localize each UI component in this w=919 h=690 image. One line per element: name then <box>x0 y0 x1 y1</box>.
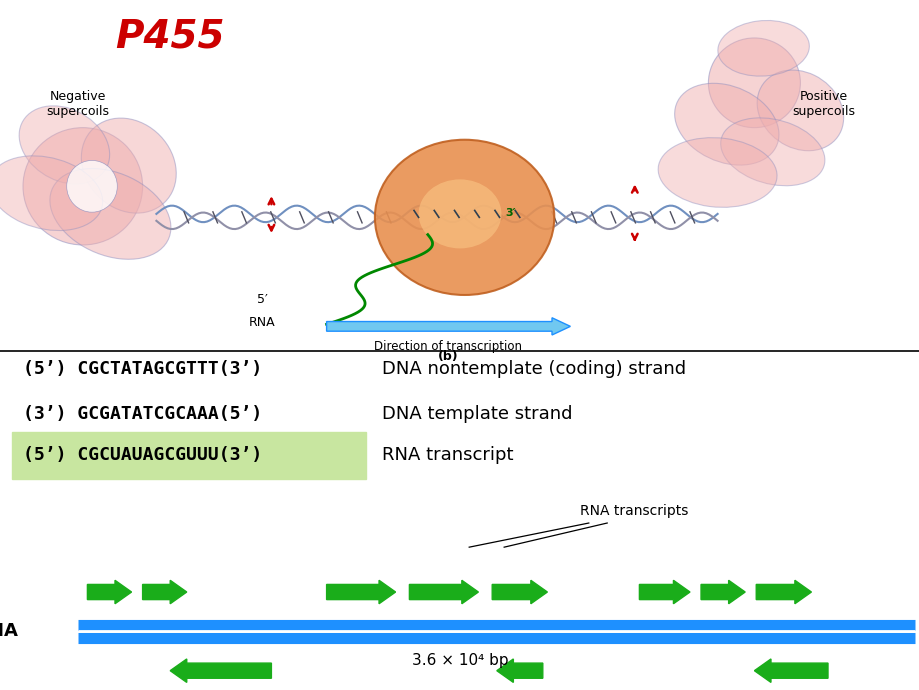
Text: 3′: 3′ <box>505 208 516 217</box>
Ellipse shape <box>81 118 176 213</box>
FancyArrow shape <box>755 580 811 604</box>
Text: P455: P455 <box>115 17 225 55</box>
FancyArrow shape <box>754 659 827 682</box>
FancyArrow shape <box>700 580 744 604</box>
Text: RNA: RNA <box>249 316 275 329</box>
Text: Positive
supercoils: Positive supercoils <box>791 90 854 118</box>
FancyArrow shape <box>170 659 271 682</box>
Ellipse shape <box>375 139 553 295</box>
Text: (5’) CGCUAUAGCGUUU(3’): (5’) CGCUAUAGCGUUU(3’) <box>23 446 262 464</box>
Ellipse shape <box>717 21 809 76</box>
Text: RNA transcript: RNA transcript <box>381 446 513 464</box>
FancyArrow shape <box>409 580 478 604</box>
FancyArrow shape <box>496 659 542 682</box>
FancyArrow shape <box>492 580 547 604</box>
Text: DNA template strand: DNA template strand <box>381 405 572 423</box>
FancyArrow shape <box>87 580 131 604</box>
Ellipse shape <box>23 128 142 245</box>
FancyArrow shape <box>326 580 395 604</box>
Text: (3’) GCGATATCGCAAA(5’): (3’) GCGATATCGCAAA(5’) <box>23 405 262 423</box>
Ellipse shape <box>720 118 824 186</box>
Text: DNA nontemplate (coding) strand: DNA nontemplate (coding) strand <box>381 360 686 378</box>
Ellipse shape <box>657 137 777 208</box>
FancyArrow shape <box>142 580 187 604</box>
FancyArrow shape <box>326 317 570 335</box>
Text: (b): (b) <box>437 350 458 363</box>
FancyBboxPatch shape <box>12 432 366 479</box>
FancyArrow shape <box>639 580 689 604</box>
Ellipse shape <box>19 106 109 184</box>
Ellipse shape <box>67 160 118 213</box>
Text: 5′: 5′ <box>256 293 267 306</box>
Text: Direction of transcription: Direction of transcription <box>374 340 521 353</box>
Ellipse shape <box>756 70 843 150</box>
Text: 3.6 × 10⁴ bp: 3.6 × 10⁴ bp <box>411 653 508 668</box>
Ellipse shape <box>0 156 103 230</box>
Ellipse shape <box>674 83 778 165</box>
Ellipse shape <box>418 179 501 248</box>
Ellipse shape <box>708 38 800 128</box>
Ellipse shape <box>50 168 171 259</box>
Text: DNA: DNA <box>0 622 18 640</box>
Text: RNA transcripts: RNA transcripts <box>579 504 687 518</box>
Text: (5’) CGCTATAGCGTTT(3’): (5’) CGCTATAGCGTTT(3’) <box>23 360 262 378</box>
Text: Negative
supercoils: Negative supercoils <box>47 90 109 118</box>
